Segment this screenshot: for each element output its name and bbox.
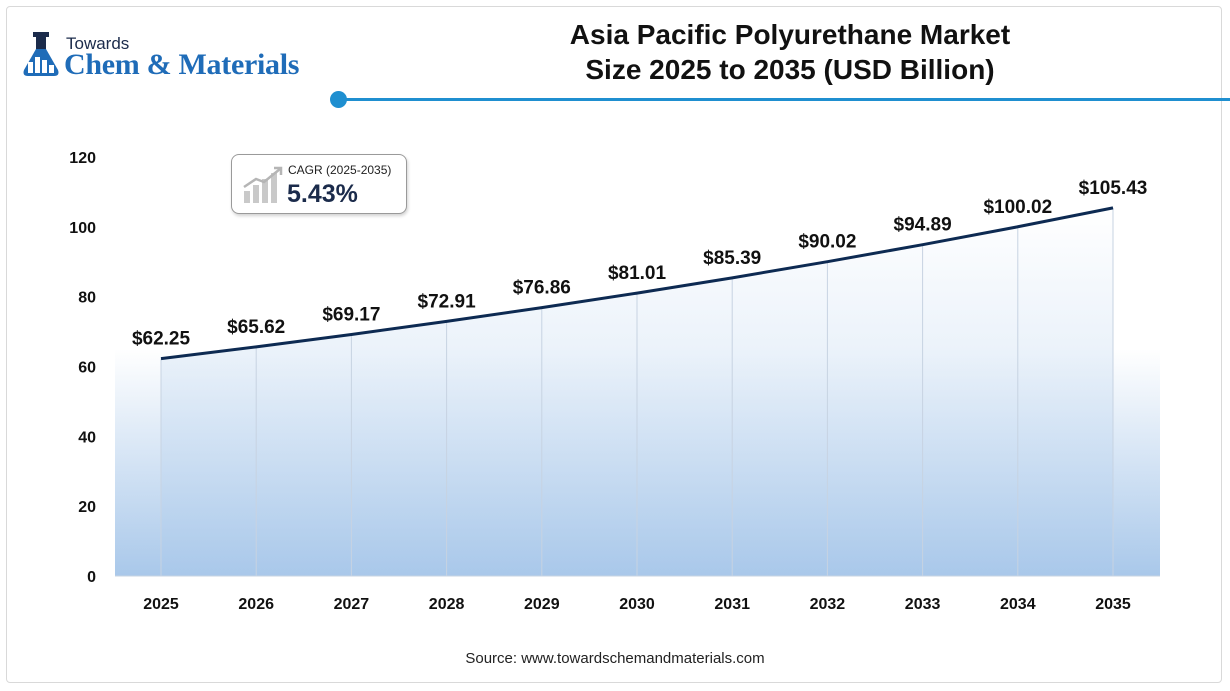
y-tick-label: 100 <box>69 220 96 237</box>
data-label: $100.02 <box>983 197 1052 218</box>
title-line-1: Asia Pacific Polyurethane Market <box>569 19 1011 50</box>
source-note: Source: www.towardschemandmaterials.com <box>465 650 765 667</box>
data-label: $90.02 <box>798 232 856 253</box>
x-tick-label: 2027 <box>334 596 370 613</box>
x-tick-label: 2035 <box>1095 596 1131 613</box>
y-tick-label: 120 <box>69 150 96 167</box>
y-tick-label: 60 <box>78 360 96 377</box>
header-rule-dot <box>330 91 347 108</box>
brand-name-text: Chem & Materials <box>64 48 300 81</box>
data-label: $105.43 <box>1079 178 1148 199</box>
cagr-value: 5.43% <box>287 180 358 208</box>
data-label: $69.17 <box>322 304 380 325</box>
x-tick-label: 2033 <box>905 596 941 613</box>
data-label: $65.62 <box>227 317 285 338</box>
data-label: $94.89 <box>894 215 952 236</box>
x-tick-label: 2030 <box>619 596 655 613</box>
chart-title: Asia Pacific Polyurethane Market Size 20… <box>490 17 1090 87</box>
data-label: $85.39 <box>703 248 761 269</box>
data-label: $62.25 <box>132 329 191 350</box>
data-label: $76.86 <box>513 278 571 299</box>
x-tick-label: 2034 <box>1000 596 1036 613</box>
data-label: $72.91 <box>418 291 477 312</box>
x-tick-label: 2031 <box>714 596 750 613</box>
brand-towards-text: Towards <box>66 34 130 53</box>
brand-logo: Towards Chem & Materials <box>20 32 330 84</box>
data-label: $81.01 <box>608 263 667 284</box>
growth-chart-icon <box>243 166 283 203</box>
flask-logo-icon <box>23 32 59 76</box>
y-tick-label: 0 <box>87 569 96 586</box>
x-tick-label: 2029 <box>524 596 560 613</box>
y-tick-label: 40 <box>78 429 96 446</box>
y-tick-label: 20 <box>78 499 96 516</box>
x-tick-label: 2028 <box>429 596 465 613</box>
chart-frame <box>6 6 1222 683</box>
series-line <box>160 206 1114 361</box>
x-tick-label: 2025 <box>143 596 179 613</box>
header-rule <box>338 98 1230 101</box>
cagr-label: CAGR (2025-2035) <box>288 163 392 177</box>
x-tick-label: 2032 <box>810 596 846 613</box>
title-line-2: Size 2025 to 2035 (USD Billion) <box>585 54 995 85</box>
x-tick-label: 2026 <box>238 596 274 613</box>
cagr-badge: CAGR (2025-2035) 5.43% <box>231 154 407 214</box>
y-tick-label: 80 <box>78 290 96 307</box>
